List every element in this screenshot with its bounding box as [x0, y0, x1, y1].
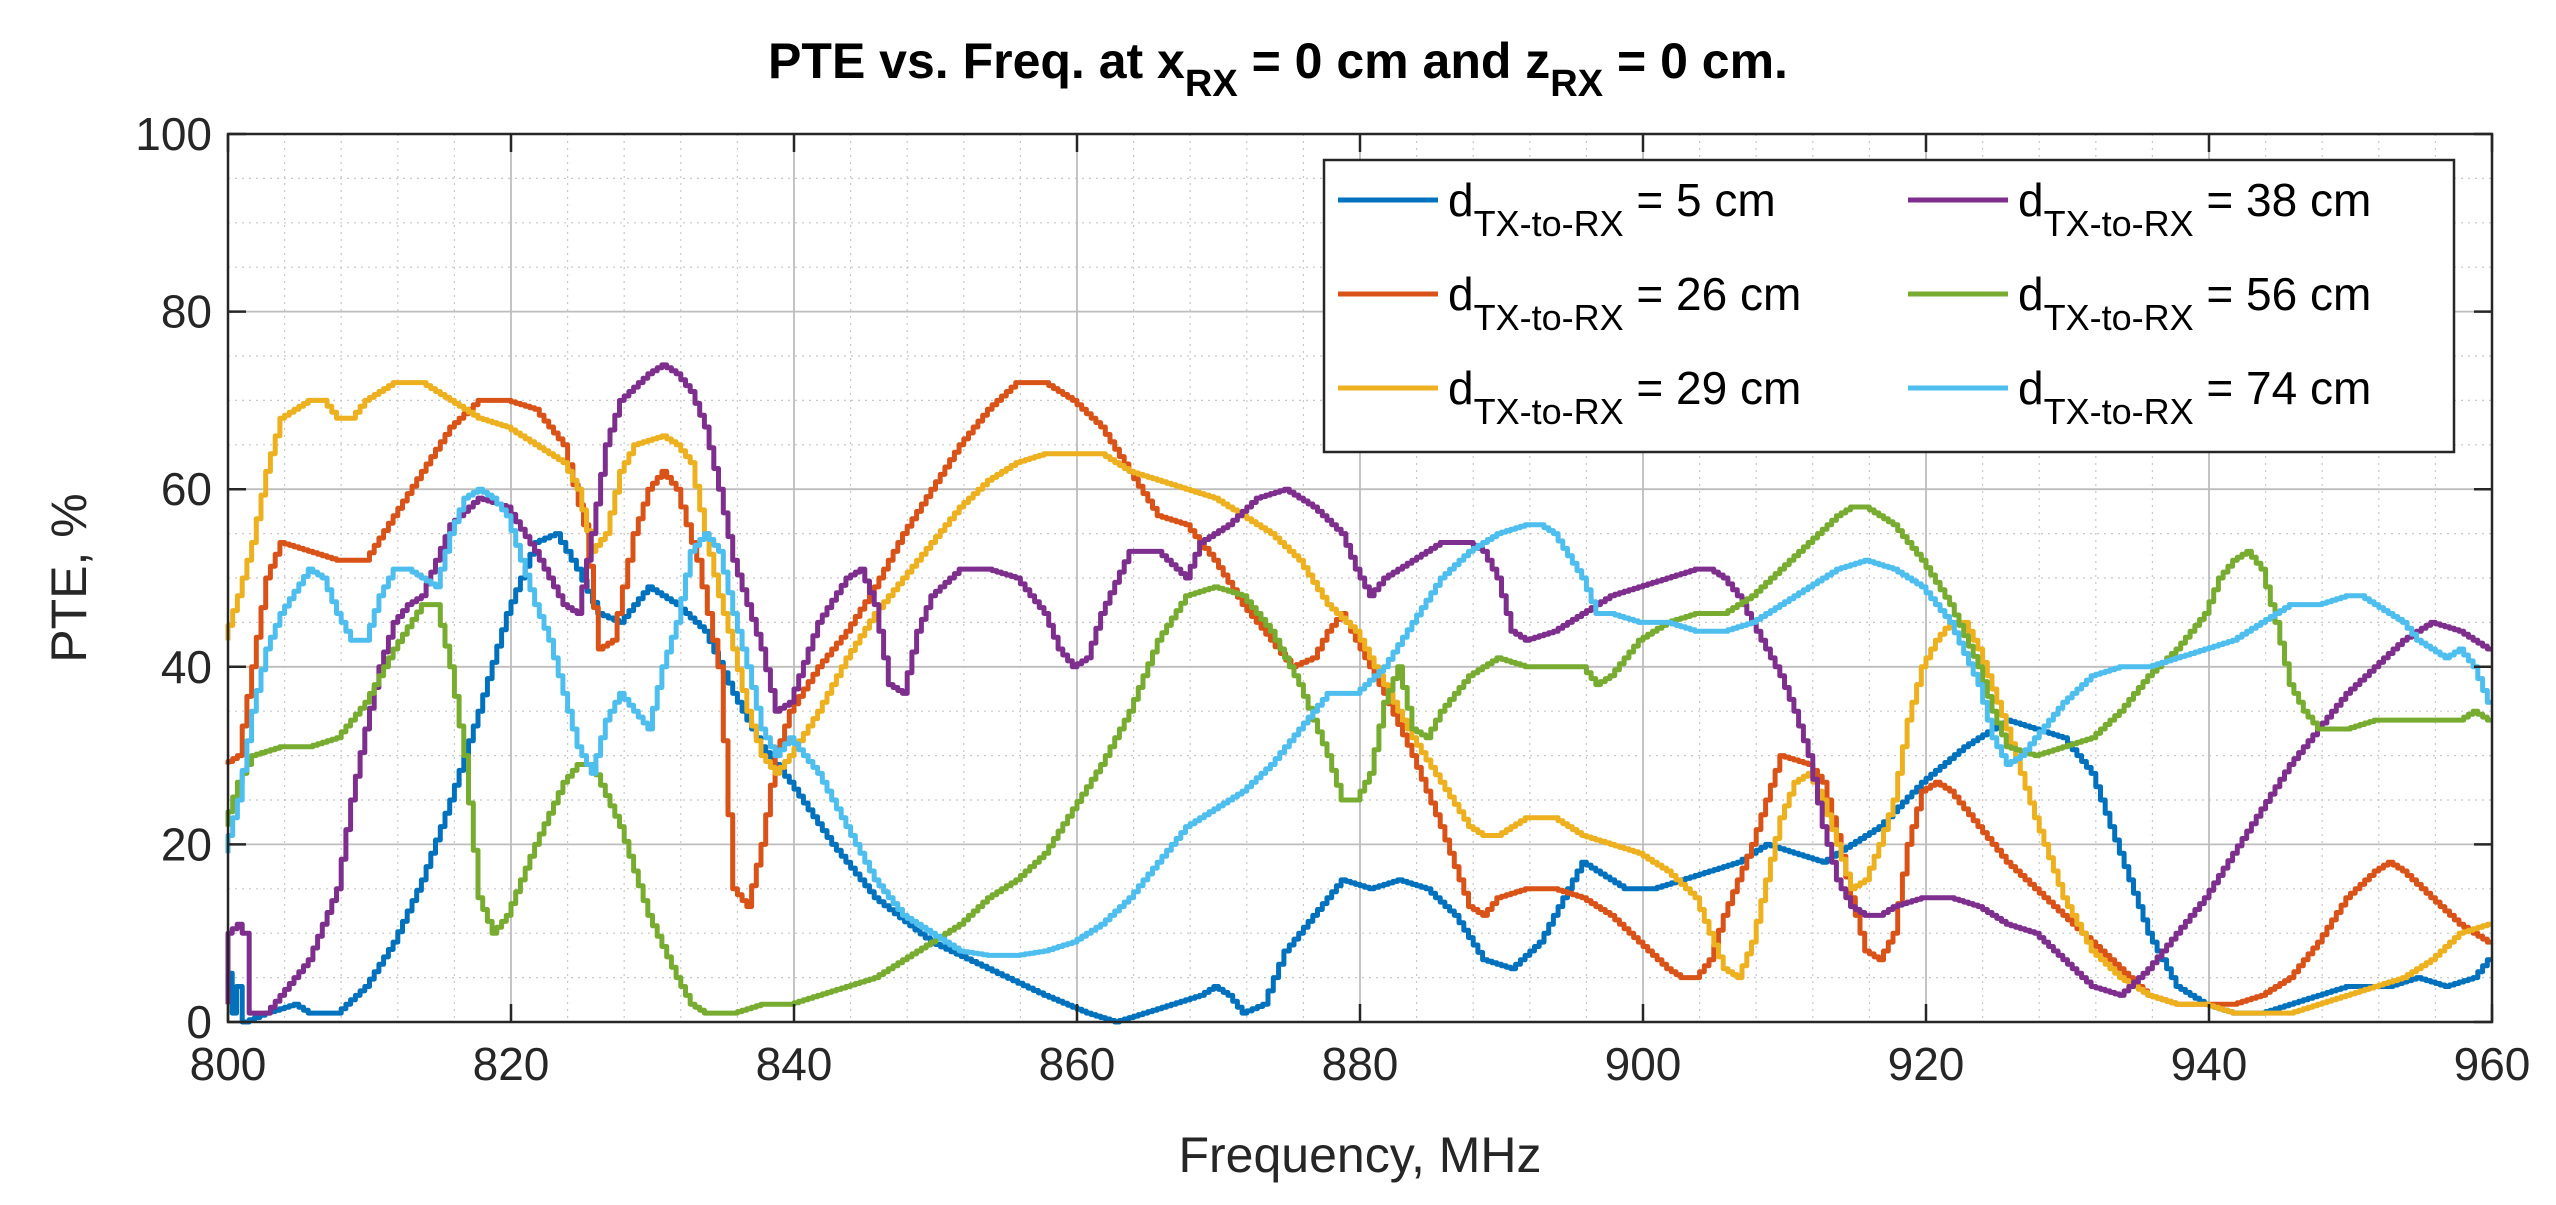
- series-layer: [225, 362, 2492, 1025]
- series-line-5: [225, 504, 2492, 1016]
- x-tick-label: 820: [473, 1038, 550, 1090]
- legend-label: dTX-to-RX = 38 cm: [2018, 174, 2371, 244]
- series-line-3: [225, 380, 2492, 1016]
- legend-box: [1322, 158, 2456, 454]
- legend-item-5: dTX-to-RX = 56 cm: [1908, 268, 2371, 338]
- x-axis-label: Frequency, MHz: [1178, 1127, 1541, 1183]
- legend-label: dTX-to-RX = 26 cm: [1448, 268, 1801, 338]
- y-tick-label: 20: [161, 818, 212, 870]
- y-tick-label: 40: [161, 641, 212, 693]
- x-tick-label: 860: [1039, 1038, 1116, 1090]
- legend-label: dTX-to-RX = 5 cm: [1448, 174, 1776, 244]
- legend-label: dTX-to-RX = 74 cm: [2018, 362, 2371, 432]
- legend-item-1: dTX-to-RX = 5 cm: [1338, 174, 1776, 244]
- legend-item-3: dTX-to-RX = 29 cm: [1338, 362, 1801, 432]
- y-tick-labels: 0 20 40 60 80 100: [135, 108, 212, 1048]
- x-tick-label: 960: [2454, 1038, 2531, 1090]
- legend-label: dTX-to-RX = 56 cm: [2018, 268, 2371, 338]
- legend-item-4: dTX-to-RX = 38 cm: [1908, 174, 2371, 244]
- legend-item-2: dTX-to-RX = 26 cm: [1338, 268, 1801, 338]
- chart-title: PTE vs. Freq. at xRX = 0 cm and zRX = 0 …: [768, 33, 1788, 105]
- y-axis-label: PTE, %: [41, 493, 97, 662]
- series-line-1: [225, 531, 2492, 1025]
- y-tick-label: 0: [186, 996, 212, 1048]
- y-tick-label: 60: [161, 463, 212, 515]
- x-tick-label: 840: [756, 1038, 833, 1090]
- x-tick-label: 880: [1322, 1038, 1399, 1090]
- x-tick-label: 800: [190, 1038, 267, 1090]
- x-tick-label: 920: [1888, 1038, 1965, 1090]
- y-tick-label: 80: [161, 286, 212, 338]
- legend-item-6: dTX-to-RX = 74 cm: [1908, 362, 2371, 432]
- series-line-6: [225, 486, 2492, 958]
- legend-label: dTX-to-RX = 29 cm: [1448, 362, 1801, 432]
- y-tick-label: 100: [135, 108, 212, 160]
- x-tick-label: 900: [1605, 1038, 1682, 1090]
- tick-marks: [226, 132, 2494, 1024]
- legend: dTX-to-RX = 5 cm dTX-to-RX = 26 cm dTX-to-…: [1322, 158, 2456, 454]
- series-line-4: [225, 362, 2492, 1016]
- x-tick-label: 940: [2171, 1038, 2248, 1090]
- x-tick-labels: 800 820 840 860 880 900 920 940 960: [190, 1038, 2531, 1090]
